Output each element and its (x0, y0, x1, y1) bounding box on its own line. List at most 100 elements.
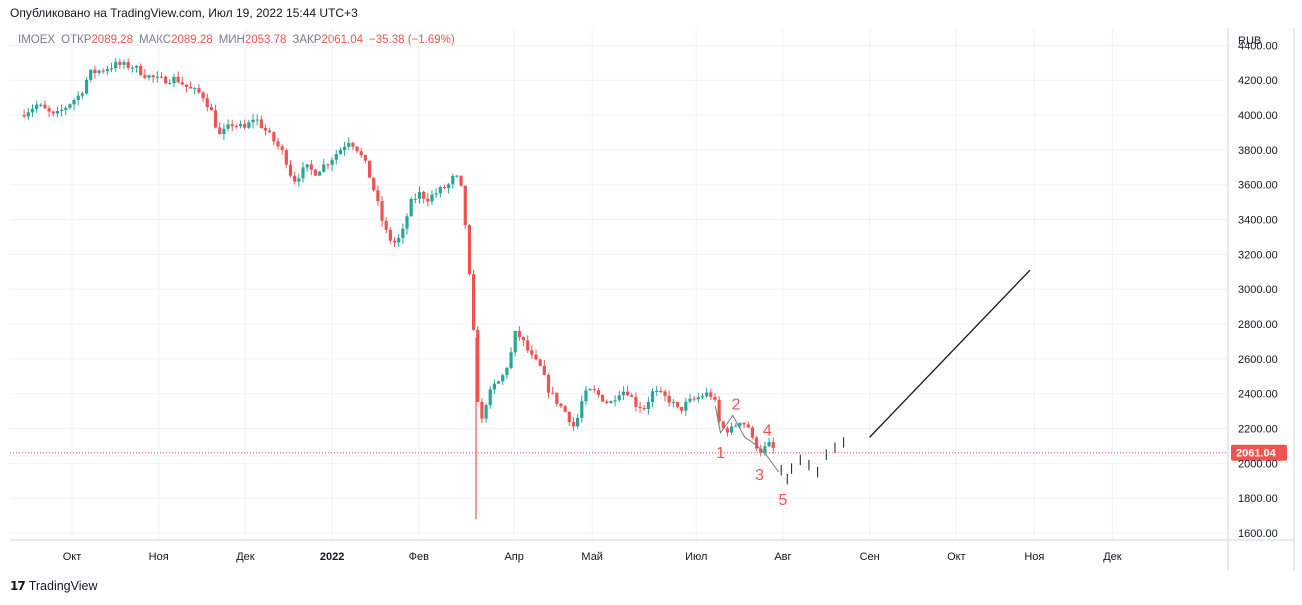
candle-body (588, 389, 592, 391)
candle-body (255, 119, 259, 121)
candle-body (76, 95, 80, 101)
x-tick-label: Дек (236, 551, 255, 563)
candle-body (30, 108, 35, 113)
x-tick-label: Июл (685, 551, 707, 563)
x-tick-label: Сен (860, 551, 880, 563)
candle-body (754, 437, 759, 449)
candle-body (338, 149, 343, 155)
candle-body (684, 401, 688, 411)
candle-body (114, 61, 118, 69)
high-label: МАКС (138, 34, 172, 46)
y-tick-label: 3200.00 (1238, 249, 1278, 261)
candle-body (367, 160, 372, 178)
candle-body (742, 422, 746, 425)
candle-body (438, 187, 442, 194)
wave-label-4: 4 (763, 423, 772, 440)
candle-body (159, 76, 164, 78)
candle-body (526, 340, 530, 351)
candle-body (139, 65, 143, 75)
candle-body (546, 374, 551, 393)
candle-body (517, 331, 521, 337)
candle-body (397, 237, 401, 243)
candle-body (93, 69, 97, 74)
y-tick-label: 2000.00 (1238, 458, 1278, 470)
candle-body (655, 390, 659, 392)
candle-body (476, 329, 480, 402)
candle-body (725, 428, 730, 433)
wave-label-5: 5 (778, 492, 787, 509)
candle-body (313, 169, 318, 176)
candle-body (176, 76, 180, 83)
candle-body (659, 390, 663, 392)
footer-brand[interactable]: 17 TradingView (10, 579, 98, 593)
candle-body (492, 383, 497, 390)
candle-body (426, 198, 430, 202)
candle-body (692, 398, 696, 400)
candle-body (305, 164, 309, 168)
candle-body (89, 69, 93, 80)
candle-body (467, 225, 472, 275)
candle-body (767, 442, 771, 447)
y-tick-label: 1800.00 (1238, 493, 1278, 505)
candle-body (47, 108, 51, 112)
y-tick-label: 3600.00 (1238, 180, 1278, 192)
candle-body (168, 83, 172, 85)
candle-body (59, 109, 64, 111)
projection-trend-line (869, 269, 1031, 438)
y-tick-label: 2200.00 (1238, 424, 1278, 436)
candle-body (330, 159, 334, 165)
candle-body (567, 411, 571, 423)
candle-body (625, 391, 630, 396)
candle-body (155, 76, 159, 78)
candle-body (22, 115, 26, 117)
candle-body (234, 125, 238, 127)
candle-body (721, 421, 725, 429)
candle-body (401, 228, 405, 238)
candle-body (542, 365, 546, 375)
close-label: ЗАКР (292, 34, 322, 46)
candle-body (709, 392, 713, 397)
candle-body (680, 406, 684, 411)
candle-body (667, 395, 671, 403)
candle-body (471, 274, 476, 330)
candle-body (26, 112, 30, 117)
x-tick-label: Дек (1103, 551, 1122, 563)
candle-body (480, 401, 484, 419)
open-value: 2089.28 (91, 34, 133, 46)
candle-body (442, 187, 447, 189)
candle-body (122, 61, 126, 65)
candle-body (51, 111, 55, 114)
candle-body (151, 75, 155, 78)
candle-body (251, 119, 255, 123)
candle-body (64, 107, 68, 110)
candle-body (700, 396, 705, 398)
candle-body (276, 141, 280, 147)
candle-body (405, 216, 409, 229)
y-tick-label: 3800.00 (1238, 145, 1278, 157)
candle-body (413, 198, 417, 200)
candle-body (738, 422, 742, 426)
candle-body (126, 61, 130, 68)
candle-body (447, 184, 451, 189)
candle-body (326, 164, 330, 166)
wave-label-1: 1 (716, 445, 725, 462)
candle-body (359, 151, 363, 156)
candle-body (551, 392, 555, 394)
y-tick-label: 3000.00 (1238, 284, 1278, 296)
candle-body (35, 104, 39, 109)
wave-path (714, 405, 780, 473)
candle-body (571, 422, 576, 427)
candle-body (226, 124, 230, 129)
candle-body (455, 175, 459, 177)
candle-body (392, 240, 397, 243)
y-tick-label: 1600.00 (1238, 528, 1278, 540)
y-tick-label: 4000.00 (1238, 110, 1278, 122)
symbol-name[interactable]: IMOEX (18, 34, 56, 46)
candle-body (180, 82, 184, 85)
published-caption: Опубликовано на TradingView.com, Июл 19,… (10, 6, 358, 20)
candle-body (750, 427, 755, 438)
last-price-label: 2061.04 (1236, 448, 1277, 460)
candle-body (530, 350, 534, 355)
currency-label: RUB (1238, 35, 1261, 47)
